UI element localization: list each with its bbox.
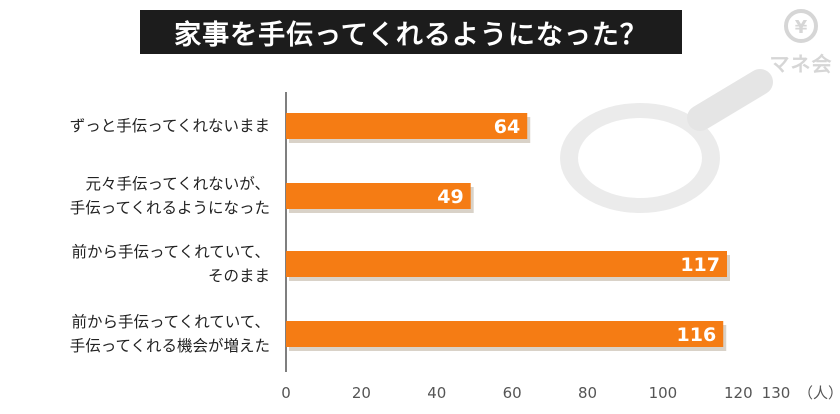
bar xyxy=(286,113,528,139)
bar-value-label: 116 xyxy=(677,324,717,346)
yen-symbol: ¥ xyxy=(795,17,808,38)
coin-icon: ¥ xyxy=(784,9,818,43)
x-tick-label: 20 xyxy=(352,384,371,402)
mane-kai-logo: ¥ マネ会 xyxy=(768,6,834,76)
chart-title: 家事を手伝ってくれるようになった？ xyxy=(140,10,682,54)
x-tick-label: 40 xyxy=(427,384,446,402)
bar-value-label: 49 xyxy=(437,186,463,208)
frying-pan-icon xyxy=(560,69,773,213)
x-axis-unit: （人） xyxy=(798,384,840,402)
bar-value-label: 64 xyxy=(494,116,520,138)
bars-layer: 64 49 117 116 xyxy=(286,113,730,351)
x-tick-label: 130 xyxy=(762,384,791,402)
bar xyxy=(286,321,724,347)
x-tick-label: 0 xyxy=(281,384,291,402)
category-label: 前から手伝ってくれていて、 手伝ってくれる機会が増えた xyxy=(69,313,270,355)
x-tick-label: 80 xyxy=(578,384,597,402)
x-tick-label: 60 xyxy=(503,384,522,402)
bar xyxy=(286,251,727,277)
x-tick-label: 100 xyxy=(649,384,678,402)
x-ticks-layer: 0 20 40 60 80 100 120 130 （人） xyxy=(281,384,840,402)
category-label: 前から手伝ってくれていて、 そのまま xyxy=(71,243,270,285)
x-tick-label: 120 xyxy=(724,384,753,402)
category-label: 元々手伝ってくれないが、 手伝ってくれるようになった xyxy=(69,175,270,217)
logo-text: マネ会 xyxy=(769,52,833,76)
category-label: ずっと手伝ってくれないまま xyxy=(69,117,270,135)
bar-value-label: 117 xyxy=(680,254,720,276)
bar xyxy=(286,183,471,209)
